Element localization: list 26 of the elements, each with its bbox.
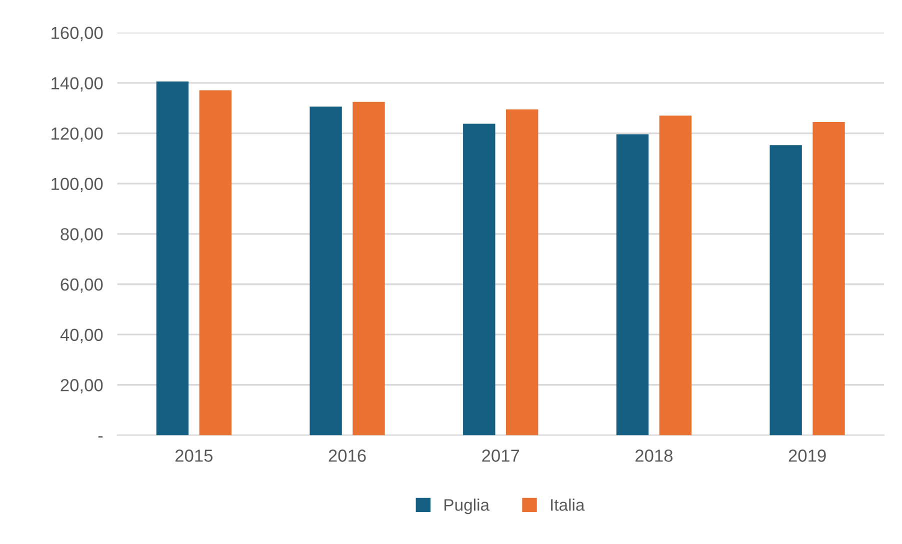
y-tick-label: - [98,436,103,438]
y-tick-label: 60,00 [60,278,103,293]
y-tick-label: 140,00 [52,77,103,92]
y-tick-label: 40,00 [60,328,103,344]
bar [156,81,189,436]
bar [199,90,232,436]
x-tick-label: 2016 [328,450,366,462]
bar [463,124,496,436]
legend-label: Puglia [444,498,490,514]
bar [352,102,385,436]
y-tick-label: 80,00 [60,228,103,242]
bar [616,134,649,436]
x-tick-label: 2019 [788,450,826,462]
bar [812,122,845,436]
y-tick-label: 160,00 [52,26,103,42]
x-tick-label: 2018 [636,450,673,462]
x-tick-label: 2017 [482,450,520,462]
bar [770,145,802,436]
bar [310,106,342,436]
x-tick-label: 2015 [175,450,213,462]
bar [506,109,538,436]
bar [659,116,692,436]
y-tick-label: 100,00 [52,178,103,192]
y-tick-label: 20,00 [60,379,103,394]
legend-label: Italia [551,498,585,511]
y-tick-label: 120,00 [52,127,103,142]
